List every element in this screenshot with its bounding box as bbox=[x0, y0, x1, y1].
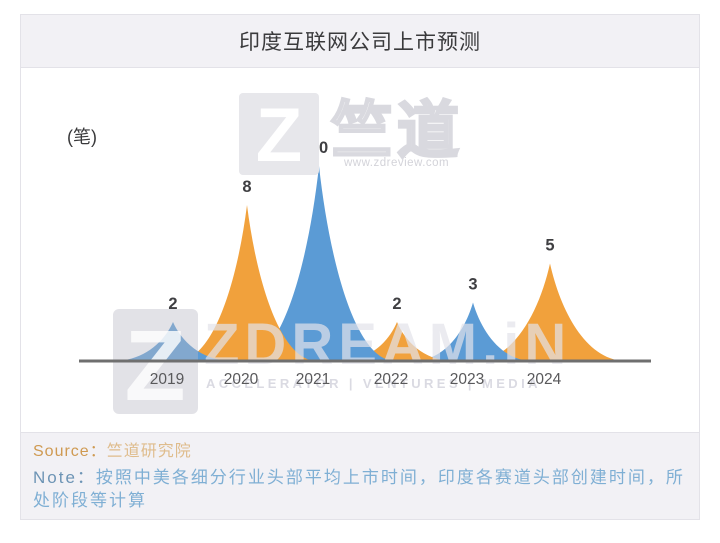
note-label: Note： bbox=[33, 468, 96, 487]
peak-2024 bbox=[476, 263, 624, 361]
year-label-2022: 2022 bbox=[374, 371, 408, 388]
x-axis-labels: 2019 2020 2021 2022 2023 2024 bbox=[150, 371, 562, 388]
year-label-2023: 2023 bbox=[450, 371, 484, 388]
source-label: Source： bbox=[33, 443, 107, 460]
source-line: Source：竺道研究院 bbox=[33, 440, 687, 464]
watermark-top-url: www.zdreview.com bbox=[343, 157, 449, 169]
watermark-top-z-logo bbox=[239, 93, 319, 175]
chart-area: Z ZDREAM.iN ACCELERATOR | VENTURES | MEDIA… bbox=[21, 68, 699, 434]
watermark-brand-text: ZDREAM.iN bbox=[204, 312, 571, 377]
footer-notes: Source：竺道研究院 Note：按照中美各细分行业头部平均上市时间，印度各赛… bbox=[21, 432, 699, 519]
watermark-top-z-glyph: Z bbox=[256, 93, 302, 178]
peaks-group bbox=[115, 166, 624, 361]
peak-2023 bbox=[415, 302, 531, 361]
peak-2021 bbox=[245, 166, 393, 361]
value-label-2024: 5 bbox=[545, 237, 554, 255]
watermark-top-brand: 竺道 bbox=[331, 97, 463, 166]
note-text: 按照中美各细分行业头部平均上市时间，印度各赛道头部创建时间，所处阶段等计算 bbox=[33, 468, 685, 510]
watermark-z-glyph: Z bbox=[124, 310, 185, 422]
note-line: Note：按照中美各细分行业头部平均上市时间，印度各赛道头部创建时间，所处阶段等… bbox=[33, 466, 687, 512]
title-band: 印度互联网公司上市预测 bbox=[21, 15, 699, 68]
year-label-2020: 2020 bbox=[224, 371, 259, 388]
source-value: 竺道研究院 bbox=[106, 443, 192, 460]
year-label-2019: 2019 bbox=[150, 371, 184, 388]
year-label-2024: 2024 bbox=[527, 371, 562, 388]
chart-card: 印度互联网公司上市预测 Z ZDREAM.iN ACCELERATOR | VENT… bbox=[20, 14, 700, 520]
watermark-tagline: ACCELERATOR | VENTURES | MEDIA bbox=[206, 376, 541, 391]
value-label-2020: 8 bbox=[242, 178, 251, 196]
peak-2019 bbox=[115, 322, 231, 361]
peak-2022 bbox=[342, 322, 452, 361]
value-label-2019: 2 bbox=[168, 295, 177, 313]
value-label-2022: 2 bbox=[392, 295, 401, 313]
unit-label: (笔) bbox=[67, 127, 97, 147]
chart-title: 印度互联网公司上市预测 bbox=[239, 31, 481, 54]
value-label-2023: 3 bbox=[468, 276, 477, 294]
peak-2020 bbox=[179, 205, 315, 361]
year-label-2021: 2021 bbox=[296, 371, 330, 388]
